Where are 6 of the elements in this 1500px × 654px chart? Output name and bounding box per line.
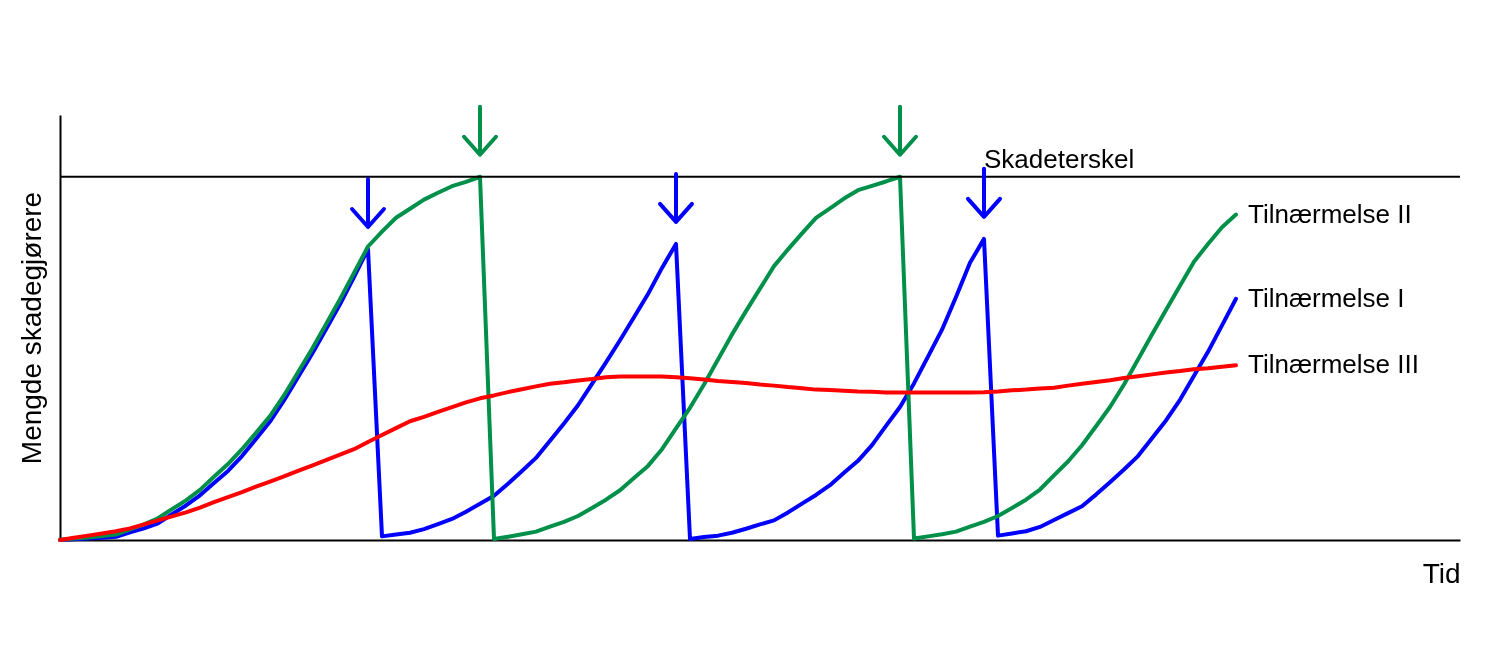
ref-line-label: Skadeterskel [984,143,1135,174]
y-axis-title: Mengde skadegjørere [15,191,47,465]
series-label: Tilnærmelse I [1248,282,1405,313]
x-axis-title: Tid [1422,557,1461,589]
series-label: Tilnærmelse II [1248,198,1412,229]
series-label: Tilnærmelse III [1248,349,1419,380]
